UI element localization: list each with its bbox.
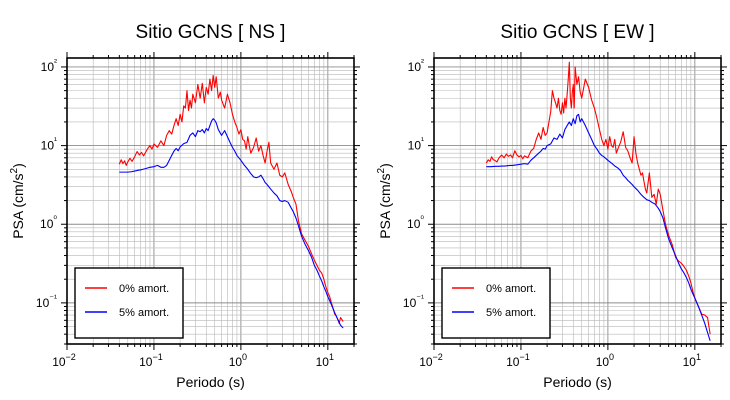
x-tick-label: 10−1 [506,352,530,369]
legend-box [441,267,551,339]
legend: 0% amort. 5% amort. [441,267,551,339]
chart-panel-ns: 10−2 10−1 100 101 10⁻¹ 10⁰ 10¹ 10² Sitio GCNS [ … [9,22,360,390]
legend-label: 5% amort. [119,307,169,319]
series-line-damped [486,113,711,341]
x-tick-label: 10−2 [52,352,76,369]
chart-title: Sitio GCNS [ NS ] [136,22,286,43]
y-tick-label: 10¹ [41,136,57,153]
x-tick-label: 100 [596,352,614,369]
y-tick-label: 10⁻¹ [403,293,424,310]
x-axis-label: Periodo (s) [176,374,244,390]
y-tick-label: 10⁰ [40,214,57,231]
y-tick-label: 10¹ [408,136,424,153]
grid-lines [433,58,722,345]
x-tick-label: 10−2 [419,352,443,369]
legend-label: 5% amort. [486,307,536,319]
y-axis-label: PSA (cm/s2) [9,163,26,239]
x-tick-label: 101 [683,352,701,369]
series-line-undamped [118,74,344,324]
legend: 0% amort. 5% amort. [74,267,184,339]
x-tick-label: 100 [229,352,247,369]
y-tick-label: 10² [41,57,57,74]
x-tick-label: 101 [316,352,334,369]
chart-panel-ew: 10−2 10−1 100 101 10⁻¹ 10⁰ 10¹ 10² Sitio GCNS [ … [376,22,727,390]
chart-title: Sitio GCNS [ EW ] [500,22,654,43]
y-tick-label: 10⁻¹ [36,293,57,310]
legend-label: 0% amort. [119,283,169,295]
y-tick-label: 10⁰ [407,214,424,231]
legend-box [74,267,184,339]
series-line-undamped [485,61,711,335]
y-axis-label: PSA (cm/s2) [376,163,393,239]
axis-ticks [61,52,360,350]
grid-lines [66,58,355,345]
axis-ticks [428,52,727,350]
series-line-damped [119,118,344,329]
x-tick-label: 10−1 [139,352,163,369]
legend-label: 0% amort. [486,283,536,295]
y-tick-label: 10² [408,57,424,74]
x-axis-label: Periodo (s) [543,374,611,390]
